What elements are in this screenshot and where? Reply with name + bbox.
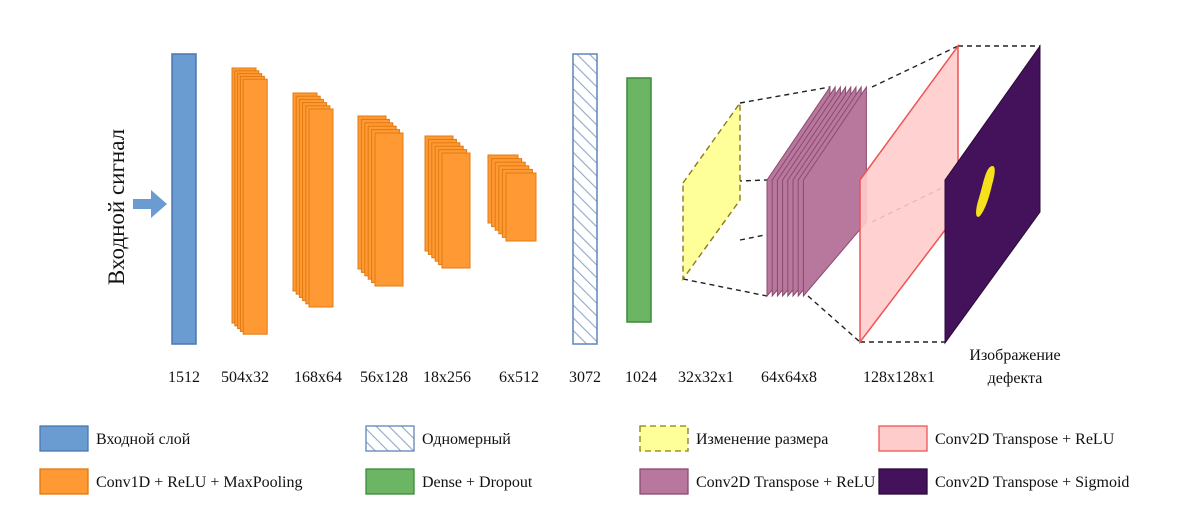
legend: Входной слой Одномерный Изменение размера C… [39,425,1129,495]
dimension-label: 56x128 [360,369,408,386]
dimension-label: 6x512 [499,369,539,386]
output-image-block [944,44,1041,345]
conv1d-stack-3 [357,115,404,287]
legend-label: Dense + Dropout [422,474,533,491]
dimension-label: 128x128x1 [863,369,935,386]
legend-swatch-dense [365,468,415,495]
legend-swatch-deconv_light [878,425,928,452]
legend-swatch-input [39,425,89,452]
dimension-label: 3072 [569,369,601,386]
dense-layer-block [626,77,652,323]
dimension-label: 18x256 [423,369,471,386]
dimension-label: 504x32 [221,369,269,386]
dimension-label: 1512 [168,369,200,386]
conv1d-stack-5 [487,154,537,242]
legend-swatch-deconv_sigmoid [878,468,928,495]
legend-swatch-reshape [639,425,689,452]
defect-spot [976,166,995,217]
legend-swatch-conv1d [39,468,89,495]
legend-label: Одномерный [422,431,511,448]
legend-swatch-flatten [365,425,415,452]
conv1d-feature-map [374,132,404,287]
legend-label: Conv2D Transpose + ReLU [935,431,1115,448]
dimension-label: 1024 [625,369,657,386]
legend-swatch-deconv_multi [639,468,689,495]
conv1d-feature-map [242,78,268,335]
input-arrow-icon [133,190,167,218]
deconv-stack-64x64x8 [766,85,867,298]
legend-label: Conv1D + ReLU + MaxPooling [96,474,303,491]
reshape-layer-block [682,100,741,282]
dimension-label: 32x32x1 [678,369,734,386]
conv1d-stack-1 [231,67,268,335]
conv1d-feature-map [308,108,334,308]
deconv-light-layer-block [859,43,959,345]
conv1d-stack-2 [292,92,334,308]
legend-label: Conv2D Transpose + Sigmoid [935,474,1129,491]
conv1d-feature-map [505,172,537,242]
output-label-line-1: Изображение [969,347,1060,364]
dimension-label: 168x64 [294,369,342,386]
input-signal-label: Входной сигнал [104,129,129,285]
flatten-layer-block [572,53,598,345]
input-layer-block [171,53,197,345]
conv1d-feature-map [441,152,471,269]
legend-label: Входной слой [96,431,191,448]
legend-label: Conv2D Transpose + ReLU [696,474,876,491]
conv1d-stack-4 [424,135,471,269]
output-label-line-2: дефекта [988,370,1043,387]
dimension-label: 64x64x8 [761,369,817,386]
legend-label: Изменение размера [696,431,828,448]
